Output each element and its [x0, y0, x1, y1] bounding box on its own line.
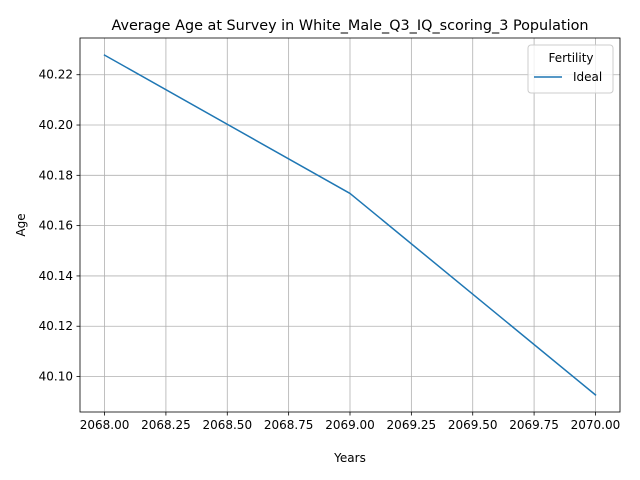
x-tick-label: 2070.00	[571, 418, 621, 432]
x-tick-label: 2068.00	[80, 418, 130, 432]
legend-label-ideal: Ideal	[573, 70, 602, 84]
x-tick-label: 2068.75	[264, 418, 314, 432]
x-tick-label: 2068.50	[202, 418, 252, 432]
legend: Fertility Ideal	[527, 44, 614, 94]
y-tick-label: 40.22	[39, 68, 73, 82]
legend-title: Fertility	[548, 51, 593, 65]
x-axis-label: Years	[333, 451, 366, 465]
x-tick-label: 2069.00	[325, 418, 375, 432]
chart-title: Average Age at Survey in White_Male_Q3_I…	[111, 18, 588, 34]
grid-layer	[80, 38, 620, 412]
x-tick-label: 2069.25	[387, 418, 437, 432]
y-tick-label: 40.20	[39, 118, 73, 132]
x-tick-label: 2068.25	[141, 418, 191, 432]
y-axis-label: Age	[14, 213, 28, 236]
y-tick-label: 40.12	[39, 319, 73, 333]
y-tick-label: 40.14	[39, 269, 73, 283]
series-layer	[103, 54, 597, 396]
y-tick-label: 40.16	[39, 219, 73, 233]
legend-box	[527, 44, 614, 94]
x-tick-label: 2069.50	[448, 418, 498, 432]
y-tick-label: 40.18	[39, 168, 73, 182]
y-tick-label: 40.10	[39, 370, 73, 384]
tick-layer: 2068.00 2068.25 2068.50 2068.75 2069.00 2069.…	[39, 68, 621, 432]
series-line-ideal	[103, 54, 597, 396]
x-tick-label: 2069.75	[509, 418, 559, 432]
